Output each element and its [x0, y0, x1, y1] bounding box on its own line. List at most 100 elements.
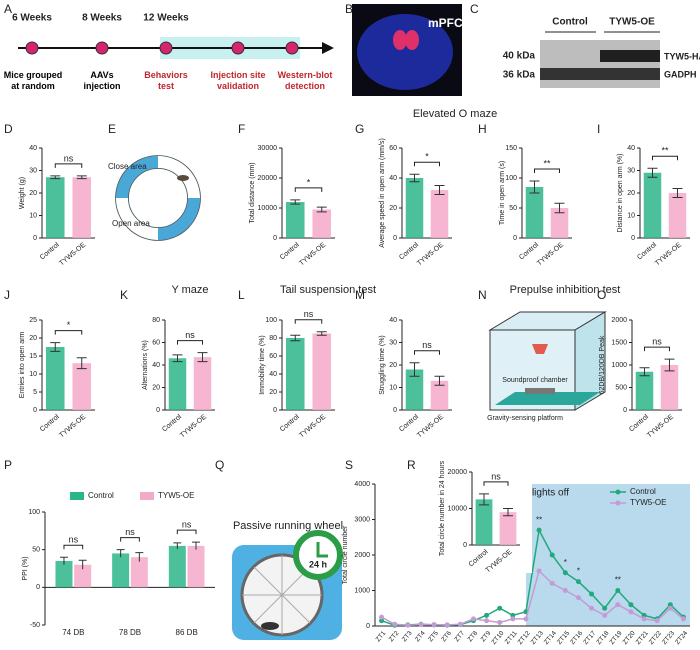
y-tick-label: 50 [32, 547, 40, 554]
point [457, 621, 463, 627]
x-tick-label: Control [518, 241, 540, 261]
bar [525, 187, 544, 238]
sig-bracket [414, 350, 440, 355]
test-title: Tail suspension test [280, 284, 376, 296]
point [392, 621, 398, 627]
step-label: Behaviors test [144, 70, 188, 91]
x-tick-label: ZT21 [635, 630, 650, 646]
blot-band [600, 50, 660, 62]
maze-edge [115, 155, 201, 241]
error-bar [503, 508, 513, 517]
error-bar [664, 358, 675, 372]
point [484, 618, 490, 624]
point [418, 622, 424, 628]
bar [187, 545, 205, 588]
test-title: Passive running wheel [233, 520, 343, 532]
error-bar [409, 362, 420, 377]
y-axis-label: Immobility time (%) [259, 335, 266, 395]
y-tick-label: 20 [389, 362, 397, 369]
x-tick-label: TYW5-OE [536, 241, 565, 267]
panel-letter: E [108, 122, 116, 136]
blot-band-label: TYW5-HA [664, 51, 700, 61]
y-tick-label: 10 [29, 371, 37, 378]
sig-label: ** [543, 158, 551, 168]
bar [312, 333, 332, 410]
point [444, 622, 450, 628]
point [602, 612, 608, 618]
brain-section [357, 14, 453, 90]
legend-swatch [140, 492, 154, 500]
sig-label: ns [69, 535, 79, 545]
point [628, 602, 634, 608]
sig-label: ns [491, 471, 501, 481]
test-title: Y maze [171, 284, 208, 296]
point [575, 595, 581, 601]
x-tick-label: Control [628, 413, 650, 433]
step-label: Western-blot detection [277, 70, 333, 91]
y-tick-label: 100 [28, 509, 40, 516]
y-tick-label: 10 [29, 212, 37, 219]
bar [168, 358, 187, 410]
point [510, 612, 516, 618]
point [549, 552, 555, 558]
sig-label: ns [652, 337, 662, 347]
bar [130, 557, 148, 588]
point [562, 570, 568, 576]
sig-bracket [294, 319, 323, 324]
x-tick-label: ZT15 [556, 630, 571, 646]
y-tick-label: 20 [627, 190, 635, 197]
x-tick-label: ZT5 [427, 630, 440, 644]
y-tick-label: 30 [29, 167, 37, 174]
y-tick-label: 80 [269, 335, 277, 342]
y-tick-label: 25 [29, 317, 37, 324]
legend-marker [615, 500, 621, 506]
y-tick-label: 20 [29, 335, 37, 342]
ppi-label: Gravity-sensing platform [487, 415, 563, 422]
brain-signal [405, 30, 419, 50]
bar [668, 193, 687, 238]
legend-swatch [70, 492, 84, 500]
x-tick-label: ZT11 [504, 630, 519, 646]
error-bar [529, 180, 540, 194]
error-bar [135, 552, 144, 562]
x-tick-label: TYW5-OE [58, 241, 87, 267]
step-label: AAVs injection [83, 70, 121, 91]
sig-label: ns [422, 340, 432, 350]
bar [285, 202, 305, 238]
y-tick-label: 100 [505, 175, 517, 182]
x-tick-label: ZT10 [490, 630, 505, 646]
point [405, 622, 411, 628]
error-bar [116, 549, 125, 558]
point [615, 588, 621, 593]
wheel-spokes [242, 555, 322, 635]
point [379, 614, 385, 620]
point [470, 616, 476, 622]
sig-bracket [63, 544, 84, 550]
y-axis-label: Struggling time (%) [379, 335, 386, 395]
y-tick-label: 40 [152, 362, 160, 369]
y-tick-label: 20 [152, 384, 160, 391]
x-tick-label: TYW5-OE [179, 413, 208, 439]
bar [475, 499, 493, 545]
panel-letter: L [238, 288, 245, 302]
test-title: Elevated O maze [413, 108, 497, 120]
y-tick-label: 30 [389, 339, 397, 346]
panel-letter: Q [215, 458, 224, 472]
step-label: Mice grouped at random [3, 70, 63, 91]
point [497, 605, 503, 611]
point [654, 618, 660, 624]
y-tick-label: 15 [29, 353, 37, 360]
error-bar [434, 375, 445, 386]
error-bar [316, 331, 327, 336]
y-tick-label: 0 [366, 623, 370, 630]
step-label: Injection site validation [210, 70, 266, 91]
error-bar [192, 541, 201, 550]
error-bar [50, 342, 61, 352]
error-bar [409, 173, 420, 183]
y-tick-label: 1000 [611, 362, 627, 369]
y-tick-label: 2000 [611, 317, 627, 324]
error-bar [76, 175, 87, 180]
error-bar [50, 175, 61, 180]
point [641, 612, 647, 618]
